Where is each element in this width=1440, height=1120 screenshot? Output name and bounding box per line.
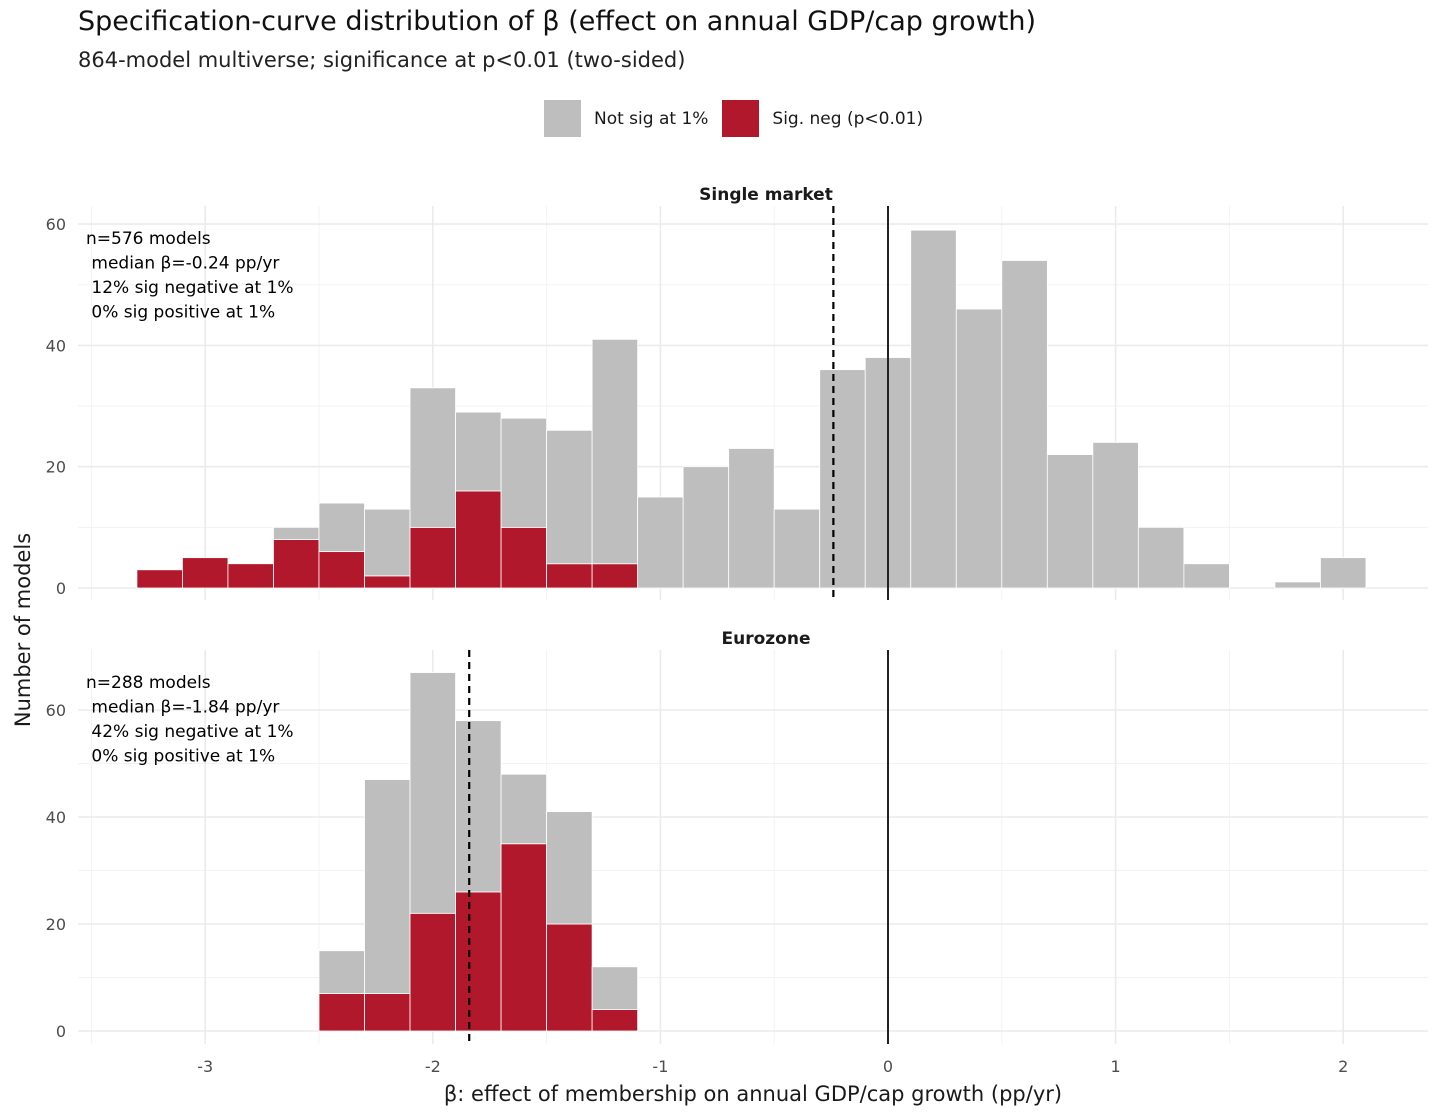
bar-not-sig	[500, 773, 547, 845]
bar-not-sig	[910, 229, 957, 589]
y-tick-label: 60	[46, 215, 66, 234]
legend-item-sig-neg: Sig. neg (p<0.01)	[722, 100, 923, 137]
bar-sig-neg	[500, 843, 547, 1032]
x-tick-label: -1	[652, 1057, 668, 1076]
y-tick-label: 20	[46, 915, 66, 934]
bar-not-sig	[364, 508, 411, 577]
panel-title: Eurozone	[722, 629, 811, 649]
bar-sig-neg	[455, 490, 502, 589]
chart-title: Specification-curve distribution of β (e…	[78, 6, 1036, 37]
x-tick-label: 2	[1338, 1057, 1348, 1076]
bar-sig-neg	[591, 1009, 639, 1032]
bar-not-sig	[455, 720, 502, 893]
bar-sig-neg	[182, 557, 229, 589]
panel-annotation-line: 0% sig positive at 1%	[86, 747, 275, 767]
panel-annotation-line: 12% sig negative at 1%	[86, 278, 294, 298]
legend-item-not-sig: Not sig at 1%	[544, 100, 708, 137]
y-tick-label: 40	[46, 336, 66, 355]
bar-not-sig	[409, 672, 456, 914]
bar-not-sig	[1274, 581, 1321, 589]
bar-not-sig	[409, 387, 456, 528]
bar-sig-neg	[227, 563, 274, 589]
legend-key-not-sig	[544, 100, 581, 137]
panel-annotation-line: n=288 models	[86, 673, 211, 693]
bar-not-sig	[318, 502, 365, 553]
y-tick-label: 40	[46, 808, 66, 827]
y-tick-label: 0	[56, 1022, 66, 1041]
panel-title: Single market	[699, 185, 833, 205]
x-tick-label: -2	[425, 1057, 441, 1076]
panel-annotation-line: 0% sig positive at 1%	[86, 303, 275, 323]
bar-not-sig	[773, 508, 821, 589]
bar-not-sig	[1137, 526, 1185, 589]
x-tick-label: 1	[1111, 1057, 1121, 1076]
bar-sig-neg	[409, 912, 456, 1032]
bar-sig-neg	[273, 539, 320, 589]
bar-not-sig	[455, 411, 502, 492]
bar-sig-neg	[318, 551, 365, 589]
bar-not-sig	[728, 448, 775, 589]
bar-not-sig	[318, 950, 365, 994]
bar-not-sig	[682, 466, 730, 589]
panel-annotation-line: n=576 models	[86, 229, 211, 249]
bar-not-sig	[1183, 563, 1230, 589]
bar-sig-neg	[409, 526, 456, 589]
bar-sig-neg	[591, 563, 639, 589]
panel-annotation-line: median β=-1.84 pp/yr	[86, 698, 279, 718]
bar-not-sig	[637, 496, 684, 589]
legend: Not sig at 1% Sig. neg (p<0.01)	[544, 100, 937, 137]
bar-not-sig	[1046, 454, 1094, 589]
bar-not-sig	[500, 417, 547, 528]
legend-label-sig-neg: Sig. neg (p<0.01)	[772, 108, 924, 129]
bar-sig-neg	[500, 526, 547, 589]
panel-annotation-line: median β=-0.24 pp/yr	[86, 254, 279, 274]
x-axis-title: β: effect of membership on annual GDP/ca…	[444, 1082, 1062, 1106]
bar-sig-neg	[136, 569, 183, 589]
bar-not-sig	[273, 526, 320, 540]
y-tick-label: 0	[56, 579, 66, 598]
bar-sig-neg	[546, 923, 593, 1032]
x-tick-label: 0	[883, 1057, 893, 1076]
bar-sig-neg	[318, 993, 365, 1032]
x-tick-label: -3	[197, 1057, 213, 1076]
bar-not-sig	[1320, 557, 1367, 589]
bar-not-sig	[1092, 442, 1139, 589]
legend-label-not-sig: Not sig at 1%	[594, 108, 709, 129]
legend-key-sig-neg	[722, 100, 760, 137]
bar-not-sig	[819, 369, 866, 589]
bar-not-sig	[546, 429, 593, 565]
bar-not-sig	[591, 966, 639, 1010]
panel-annotation-line: 42% sig negative at 1%	[86, 722, 294, 742]
bar-not-sig	[364, 779, 411, 994]
y-axis-title: Number of models	[11, 533, 35, 727]
bar-not-sig	[591, 338, 639, 565]
bar-sig-neg	[364, 993, 411, 1032]
bar-sig-neg	[455, 891, 502, 1032]
bar-not-sig	[546, 811, 593, 925]
y-tick-label: 60	[46, 701, 66, 720]
y-tick-label: 20	[46, 458, 66, 477]
chart-subtitle: 864-model multiverse; significance at p<…	[78, 48, 686, 72]
bar-sig-neg	[546, 563, 593, 589]
bar-not-sig	[955, 308, 1003, 589]
bar-sig-neg	[364, 575, 411, 589]
bar-not-sig	[1001, 260, 1048, 589]
